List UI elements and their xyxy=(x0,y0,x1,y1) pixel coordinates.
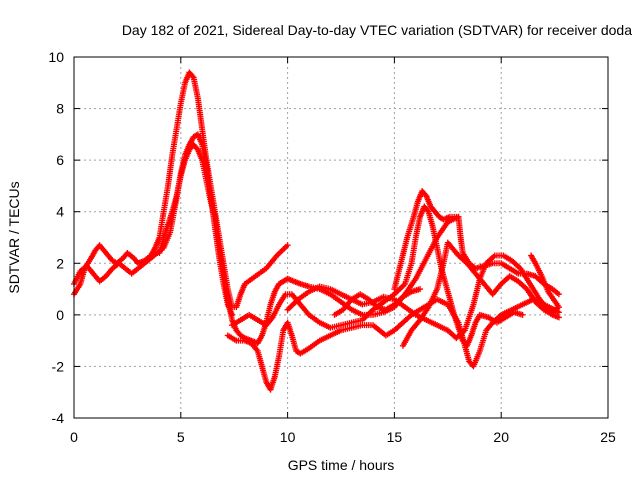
x-axis-label: GPS time / hours xyxy=(288,457,395,473)
plot-frame xyxy=(73,56,609,419)
y-tick-label: 8 xyxy=(56,101,64,117)
y-tick-label: -4 xyxy=(52,410,65,426)
y-tick-label: 10 xyxy=(48,49,64,65)
y-axis-label: SDTVAR / TECUs xyxy=(6,181,22,293)
data-point xyxy=(284,242,291,249)
data-point xyxy=(555,309,562,316)
y-tick-label: -2 xyxy=(52,358,65,374)
data-point xyxy=(189,73,196,80)
data-point xyxy=(444,327,451,334)
x-tick-label: 10 xyxy=(280,429,296,445)
x-tick-label: 25 xyxy=(600,429,616,445)
y-tick-label: 6 xyxy=(56,152,64,168)
data-point xyxy=(424,207,431,214)
data-series xyxy=(284,283,451,334)
y-tick-label: 4 xyxy=(56,204,64,220)
plot-data xyxy=(71,69,562,393)
data-series xyxy=(331,286,424,318)
data-point xyxy=(417,286,424,293)
y-tick-label: 2 xyxy=(56,255,64,271)
data-point xyxy=(519,311,526,318)
x-tick-label: 20 xyxy=(493,429,509,445)
chart-title: Day 182 of 2021, Sidereal Day-to-day VTE… xyxy=(122,22,632,38)
axis-ticks: 0 5 10 15 20 25 -4 -2 0 2 4 6 8 10 xyxy=(48,49,616,445)
data-point xyxy=(528,252,535,259)
data-point xyxy=(555,314,562,321)
data-point xyxy=(422,191,429,198)
data-point xyxy=(193,145,200,152)
x-tick-label: 15 xyxy=(387,429,403,445)
x-tick-label: 0 xyxy=(70,429,78,445)
data-point xyxy=(555,291,562,298)
y-tick-label: 0 xyxy=(56,307,64,323)
x-tick-label: 5 xyxy=(177,429,185,445)
data-series xyxy=(444,252,562,342)
